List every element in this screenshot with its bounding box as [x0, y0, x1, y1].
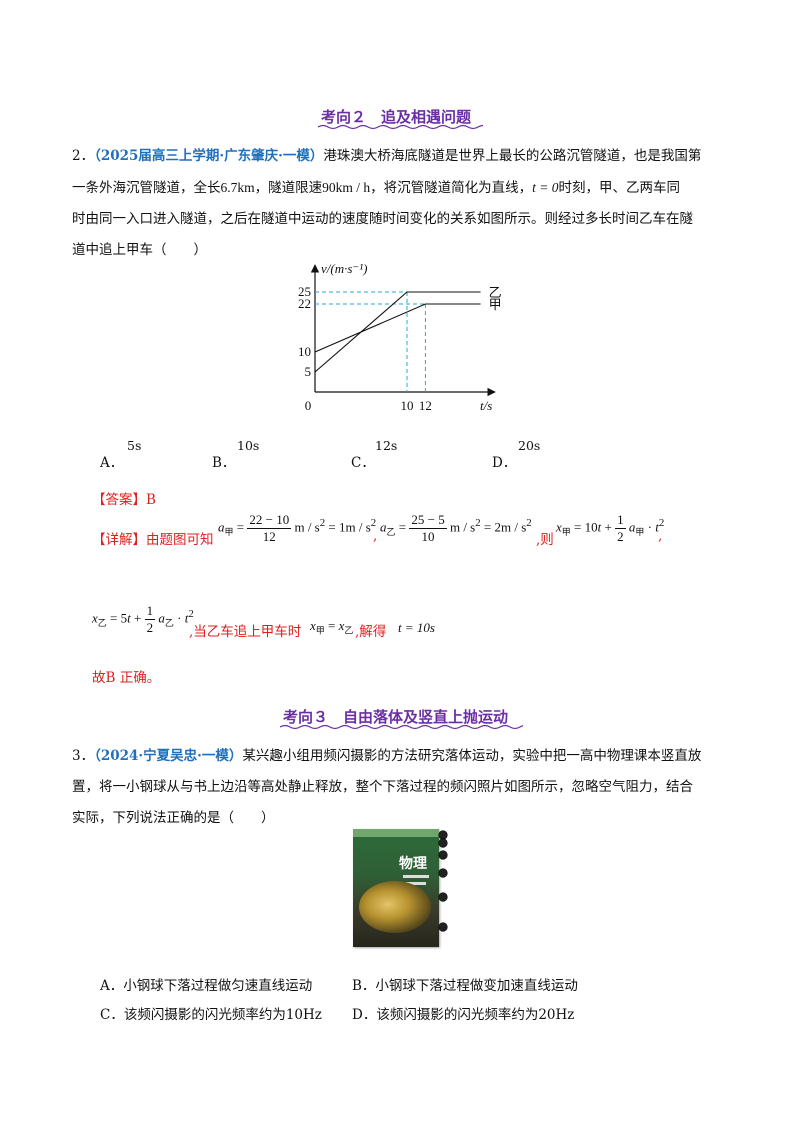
detail-label: 【详解】由题图可知: [92, 532, 214, 548]
result-formula: t = 10s: [398, 620, 435, 635]
comma: ,: [658, 528, 663, 544]
option-c[interactable]: C．: [351, 451, 375, 471]
option-label: C．: [351, 455, 375, 471]
y-tick-label: 10: [298, 344, 311, 359]
question-3-stem: 3．（2024·宁夏吴忠·一模）某兴趣小组用频闪摄影的方法研究落体运动，实验中把…: [72, 741, 732, 834]
option-label: A．: [100, 455, 124, 471]
option-label: B．: [352, 978, 376, 994]
stem-line: 某兴趣小组用频闪摄影的方法研究落体运动，实验中把一高中物理课本竖直放: [242, 748, 702, 764]
steel-ball: [438, 892, 448, 902]
solve-label: ,解得: [355, 624, 387, 640]
option-label: A．: [100, 978, 124, 994]
steel-ball: [438, 922, 448, 932]
option-a[interactable]: A．小钢球下落过程做匀速直线运动: [100, 974, 312, 994]
globe-image: [359, 881, 431, 933]
tunnel-length: 6.7km: [220, 180, 255, 195]
option-label: D．: [492, 455, 517, 471]
section-title-underline: [318, 124, 483, 130]
physics-textbook-photo: 物理: [353, 829, 439, 947]
stem-line: 一条外海沉管隧道，全长: [72, 180, 221, 196]
comma: ,: [373, 528, 378, 544]
t-zero: t = 0: [532, 180, 559, 195]
question-source: （2025届高三上学期·广东肇庆·一模）: [94, 148, 324, 164]
book-title: 物理: [399, 856, 427, 872]
steel-ball: [438, 850, 448, 860]
option-c[interactable]: C．该频闪摄影的闪光频率约为10Hz: [100, 1003, 322, 1023]
answer: 【答案】B: [92, 492, 156, 508]
option-label: D．: [352, 1007, 377, 1023]
series-line: [314, 291, 481, 373]
option-text: 该频闪摄影的闪光频率约为10Hz: [123, 1007, 322, 1023]
x-tick-label: 12: [419, 398, 432, 413]
accel-yi-formula: a乙 = 25 − 5 10 m / s2 = 2m / s2: [380, 512, 532, 544]
book-subtitle-stripe: [403, 875, 429, 878]
option-text: 该频闪摄影的闪光频率约为20Hz: [376, 1007, 575, 1023]
option-d[interactable]: D．: [492, 451, 516, 471]
stem-line: 道中追上甲车（ ）: [72, 242, 207, 258]
series-line: [314, 303, 481, 353]
book-subtitle-stripe: [406, 882, 426, 885]
conclusion: 故B 正确。: [92, 670, 161, 686]
x-axis-label: t/s: [480, 398, 492, 413]
option-b-value: 10s: [237, 438, 260, 453]
origin-label: 0: [305, 398, 312, 413]
option-b[interactable]: B．: [212, 451, 235, 471]
option-d[interactable]: D．该频闪摄影的闪光频率约为20Hz: [352, 1003, 574, 1023]
option-b[interactable]: B．小钢球下落过程做变加速直线运动: [352, 974, 578, 994]
option-label: B．: [212, 455, 236, 471]
y-tick-label: 5: [305, 364, 312, 379]
steel-ball: [438, 838, 448, 848]
strobe-balls: [438, 830, 448, 932]
speed-limit: 90km / h: [322, 180, 371, 195]
y-tick-label: 25: [298, 284, 311, 299]
series-label: 乙: [489, 285, 502, 300]
option-d-value: 20s: [518, 438, 541, 453]
y-tick-label: 22: [298, 296, 311, 311]
stem-line: 时刻，甲、乙两车同: [558, 180, 681, 196]
section-title-2: 考向２ 追及相遇问题: [321, 108, 472, 126]
question-number: 3．: [72, 748, 95, 764]
detail-then: ,则: [536, 532, 554, 548]
accel-jia-formula: a甲 = 22 − 10 12 m / s2 = 1m / s2: [218, 512, 377, 544]
x-tick-label: 10: [401, 398, 414, 413]
option-c-value: 12s: [375, 438, 398, 453]
equal-position-formula: x甲 = x乙: [310, 618, 354, 636]
stem-line: ，隧道限速: [254, 180, 323, 196]
option-a[interactable]: A．: [100, 451, 123, 471]
y-axis-label: v/(m·s⁻¹): [321, 261, 368, 276]
stem-line: 港珠澳大桥海底隧道是世界上最长的公路沉管隧道，也是我国第: [323, 148, 702, 164]
stem-line: ，将沉管隧道简化为直线，: [370, 180, 533, 196]
section-title-3: 考向３ 自由落体及竖直上抛运动: [283, 708, 509, 726]
steel-ball: [438, 868, 448, 878]
option-a-value: 5s: [127, 438, 142, 453]
question-source: （2024·宁夏吴忠·一模）: [94, 748, 243, 764]
option-label: C．: [100, 1007, 124, 1023]
steel-ball: [438, 830, 448, 840]
option-text: 小钢球下落过程做匀速直线运动: [123, 978, 313, 994]
question-2-stem: 2．（2025届高三上学期·广东肇庆·一模）港珠澳大桥海底隧道是世界上最长的公路…: [72, 141, 732, 266]
when-caught: ,当乙车追上甲车时: [189, 624, 302, 640]
option-text: 小钢球下落过程做变加速直线运动: [375, 978, 578, 994]
section-title-underline: [280, 724, 523, 730]
stem-line: 置，将一小钢球从与书上边沿等高处静止释放，整个下落过程的频闪照片如图所示，忽略空…: [72, 779, 693, 795]
book-top-band: [353, 829, 439, 837]
stem-line: 实际，下列说法正确的是（ ）: [72, 810, 275, 826]
question-number: 2．: [72, 148, 95, 164]
series-label: 甲: [489, 297, 502, 312]
stem-line: 时由同一入口进入隧道，之后在隧道中运动的速度随时间变化的关系如图所示。则经过多长…: [72, 211, 693, 227]
